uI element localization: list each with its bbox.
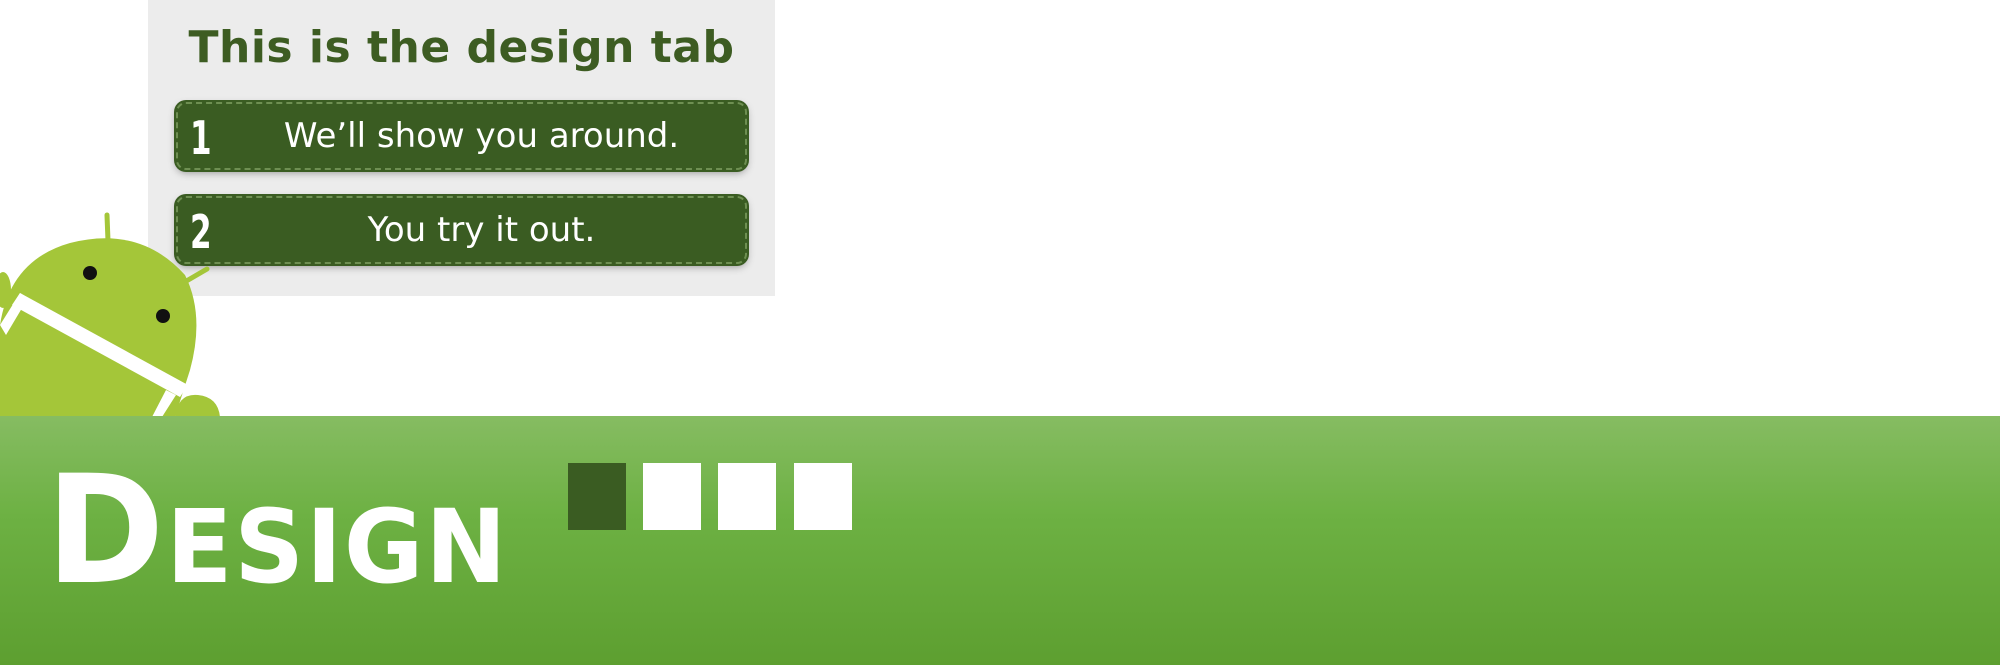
progress-step-2 [643,463,701,530]
tour-card: This is the design tab 1 We’ll show you … [148,0,775,296]
design-banner: DESIGN [0,416,2000,665]
tour-step-try-it-out[interactable]: 2 You try it out. [176,196,747,264]
banner-title-initial: D [46,444,166,618]
progress-step-4 [794,463,852,530]
progress-step-1 [568,463,626,530]
android-mascot-icon [0,205,230,417]
banner-title-rest: ESIGN [166,488,508,607]
tour-step-show-around[interactable]: 1 We’ll show you around. [176,102,747,170]
step-label: You try it out. [218,198,745,262]
banner-title: DESIGN [46,466,508,613]
tour-title: This is the design tab [148,22,775,73]
step-number: 1 [190,110,212,166]
progress-step-3 [718,463,776,530]
step-label: We’ll show you around. [218,104,745,168]
